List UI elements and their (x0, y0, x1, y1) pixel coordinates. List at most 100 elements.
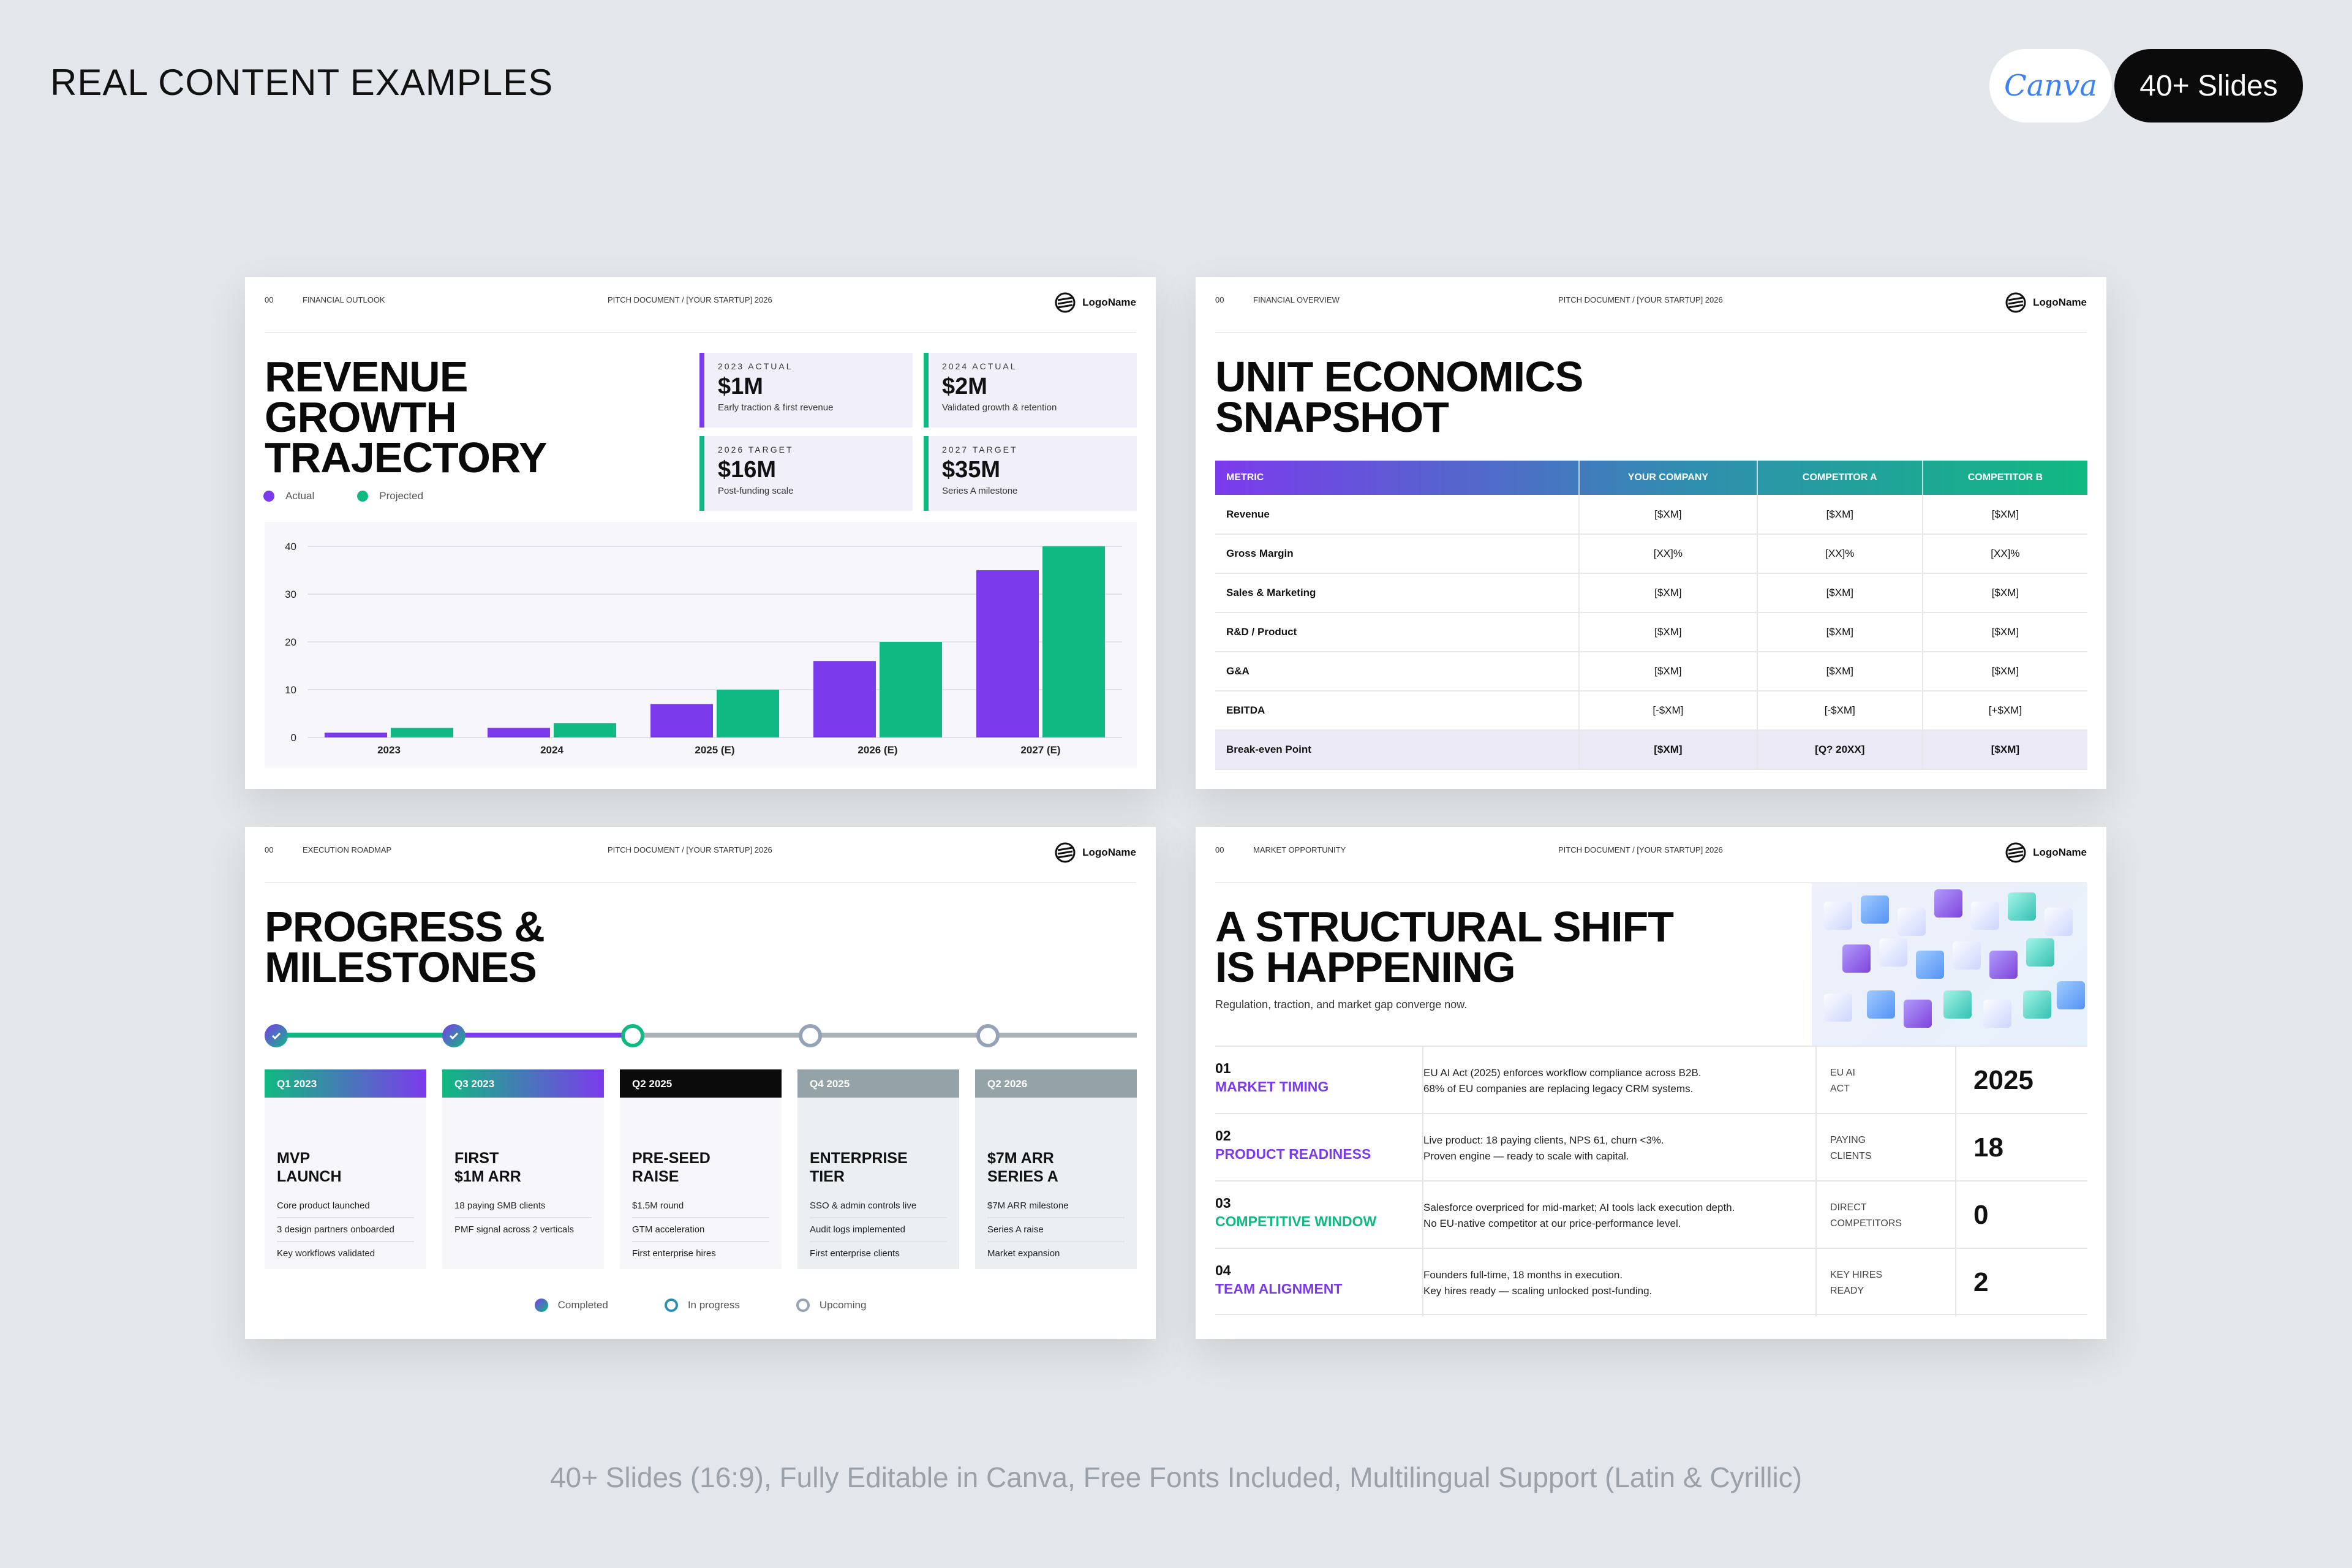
row-description: Salesforce overpriced for mid-market; AI… (1423, 1200, 1735, 1232)
footer-caption: 40+ Slides (16:9), Fully Editable in Can… (549, 1461, 1803, 1493)
kpi-subtitle: Early traction & first revenue (718, 402, 834, 413)
row-description: Live product: 18 paying clients, NPS 61,… (1423, 1133, 1664, 1164)
value-cell: [$XM] (1756, 612, 1923, 652)
key-line: ACT (1830, 1084, 1850, 1094)
milestone-item: 3 design partners onboarded (277, 1218, 414, 1242)
metric-cell: R&D / Product (1215, 612, 1579, 652)
value-cell: [$XM] (1578, 612, 1757, 652)
milestone-node-completed[interactable] (442, 1024, 466, 1047)
slide-progress-milestones[interactable]: 00 EXECUTION ROADMAP PITCH DOCUMENT / [Y… (245, 827, 1156, 1339)
column-header: COMPETITOR B (1921, 461, 2087, 495)
row-number: 04 (1215, 1262, 1231, 1278)
logo-icon (2005, 842, 2026, 863)
kpi-label: 2023 ACTUAL (718, 361, 793, 371)
timeline-track (265, 1033, 1137, 1038)
milestone-title: ENTERPRISE TIER (810, 1150, 908, 1185)
bar-projected (391, 728, 453, 737)
slide-header: 00 FINANCIAL OUTLOOK PITCH DOCUMENT / [Y… (265, 277, 1136, 333)
milestone-node-in-progress[interactable] (621, 1024, 644, 1047)
kpi-label: 2024 ACTUAL (942, 361, 1017, 371)
bar-projected (554, 723, 616, 737)
slide-unit-economics[interactable]: 00 FINANCIAL OVERVIEW PITCH DOCUMENT / [… (1196, 277, 2106, 789)
legend-label: Actual (285, 490, 315, 502)
key-label: EU AI ACT (1830, 1065, 1855, 1097)
divider (1422, 1114, 1423, 1182)
metric-cell: Break-even Point (1215, 730, 1579, 770)
logo-name: LogoName (2033, 846, 2087, 858)
value-cell: [$XM] (1578, 495, 1757, 535)
metric-cell: Sales & Marketing (1215, 573, 1579, 613)
slide-title: A STRUCTURAL SHIFT IS HAPPENING (1215, 903, 1674, 991)
milestone-item: First enterprise clients (810, 1248, 900, 1259)
key-line: COMPETITORS (1830, 1218, 1902, 1229)
row-label: COMPETITIVE WINDOW (1215, 1213, 1377, 1229)
milestone-item: Core product launched (277, 1194, 414, 1218)
slide-number: 00 (265, 295, 274, 304)
bar-actual (976, 570, 1039, 737)
row-description: EU AI Act (2025) enforces workflow compl… (1423, 1065, 1702, 1097)
legend-projected: Projected (357, 490, 423, 502)
value-cell: [$XM] (1756, 573, 1923, 613)
slide-subtitle: Regulation, traction, and market gap con… (1215, 998, 1468, 1011)
milestone-node-completed[interactable] (265, 1024, 288, 1047)
logo: LogoName (1054, 292, 1136, 314)
milestone-card[interactable]: Q2 2026 $7M ARR SERIES A $7M ARR milesto… (975, 1069, 1137, 1269)
market-row: 02 PRODUCT READINESS Live product: 18 pa… (1215, 1113, 2087, 1182)
milestone-item: Audit logs implemented (810, 1218, 947, 1242)
section-label: MARKET OPPORTUNITY (1253, 845, 1346, 854)
logo: LogoName (2005, 292, 2087, 314)
table-row-highlight: Break-even Point [$XM] [Q? 20XX] [$XM] (1215, 730, 2087, 770)
legend-label: Upcoming (819, 1299, 867, 1311)
milestone-card[interactable]: Q4 2025 ENTERPRISE TIER SSO & admin cont… (797, 1069, 959, 1269)
divider (1815, 1249, 1817, 1316)
description-line: No EU-native competitor at our price-per… (1423, 1218, 1681, 1229)
table-row: EBITDA [-$XM] [-$XM] [+$XM] (1215, 691, 2087, 731)
table-row: Gross Margin [XX]% [XX]% [XX]% (1215, 534, 2087, 574)
chart-panel: 0 10 20 30 40 2023 2024 2025 (E) 2026 (E) 2027 (E… (265, 522, 1137, 768)
legend-label: Completed (557, 1299, 608, 1311)
market-row: 01 MARKET TIMING EU AI Act (2025) enforc… (1215, 1046, 2087, 1114)
column-header: METRIC (1226, 472, 1264, 483)
metric-cell: Revenue (1215, 495, 1579, 535)
kpi-card: 2023 ACTUAL $1M Early traction & first r… (699, 353, 913, 428)
slide-number: 00 (1215, 845, 1224, 854)
bar-projected (717, 690, 779, 737)
check-icon (449, 1032, 459, 1040)
slide-revenue-growth[interactable]: 00 FINANCIAL OUTLOOK PITCH DOCUMENT / [Y… (245, 277, 1156, 789)
milestone-node-upcoming[interactable] (976, 1024, 1000, 1047)
value-cell: [$XM] (1921, 612, 2087, 652)
milestone-period: Q2 2025 (620, 1069, 782, 1098)
kpi-value: $16M (718, 457, 777, 483)
slides-count-badge[interactable]: 40+ Slides (2114, 49, 2303, 123)
key-value: 2025 (1973, 1065, 2034, 1095)
description-line: Key hires ready — scaling unlocked post-… (1423, 1285, 1653, 1297)
slide-number: 00 (1215, 295, 1224, 304)
milestone-card[interactable]: Q3 2023 FIRST $1M ARR 18 paying SMB clie… (442, 1069, 604, 1269)
milestone-card[interactable]: Q1 2023 MVP LAUNCH Core product launched… (265, 1069, 426, 1269)
milestone-item: $1.5M round (632, 1194, 769, 1218)
kpi-subtitle: Post-funding scale (718, 486, 794, 496)
milestone-node-upcoming[interactable] (799, 1024, 822, 1047)
divider (1422, 1047, 1423, 1114)
x-tick-label: 2026 (E) (858, 744, 897, 756)
bar-projected (880, 642, 942, 737)
description-line: Salesforce overpriced for mid-market; AI… (1423, 1202, 1735, 1213)
divider (1422, 1249, 1423, 1316)
table-row: G&A [$XM] [$XM] [$XM] (1215, 652, 2087, 692)
canva-badge[interactable]: Canva (1989, 49, 2112, 123)
document-label: PITCH DOCUMENT / [YOUR STARTUP] 2026 (608, 295, 772, 304)
crystal-cubes-image (1812, 883, 2087, 1046)
slide-market-opportunity[interactable]: 00 MARKET OPPORTUNITY PITCH DOCUMENT / [… (1196, 827, 2106, 1339)
y-tick-label: 30 (285, 589, 296, 600)
milestone-card[interactable]: Q2 2025 PRE-SEED RAISE $1.5M round GTM a… (620, 1069, 782, 1269)
y-tick-label: 10 (285, 684, 296, 696)
milestone-title: PRE-SEED RAISE (632, 1150, 710, 1185)
value-cell: [-$XM] (1578, 691, 1757, 731)
key-line: READY (1830, 1286, 1864, 1296)
key-value: 2 (1973, 1267, 1989, 1297)
value-cell: [$XM] (1921, 573, 2087, 613)
slide-header: 00 EXECUTION ROADMAP PITCH DOCUMENT / [Y… (265, 827, 1136, 883)
legend-upcoming: Upcoming (796, 1298, 867, 1312)
row-number: 02 (1215, 1128, 1231, 1144)
legend-actual: Actual (263, 490, 314, 502)
